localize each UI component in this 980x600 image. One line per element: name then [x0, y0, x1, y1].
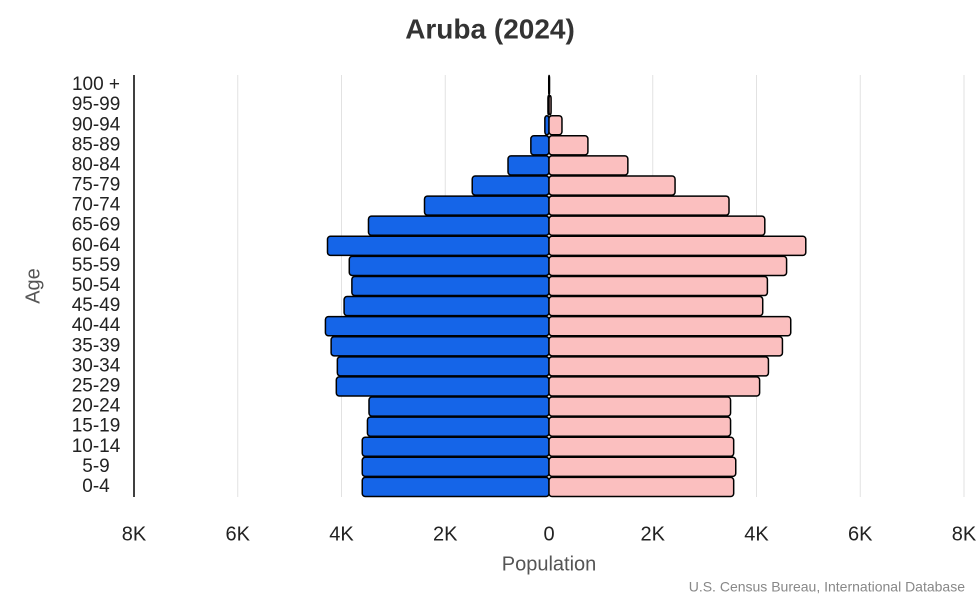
bar	[361, 456, 550, 478]
bar	[507, 155, 550, 176]
bar	[548, 175, 676, 196]
y-tick-label: 65-69	[72, 215, 121, 236]
y-tick-label: 80-84	[72, 154, 121, 175]
x-tick-label: 2K	[641, 523, 666, 545]
x-tick-label: 4K	[744, 523, 769, 545]
y-tick-label: 55-59	[72, 255, 121, 276]
bar	[548, 255, 788, 277]
bar	[548, 94, 552, 116]
bar	[330, 335, 550, 357]
bar	[351, 275, 550, 297]
bar	[548, 335, 784, 357]
bar	[343, 295, 550, 317]
bar	[548, 295, 764, 317]
bar	[548, 396, 732, 417]
bar	[548, 436, 735, 458]
y-tick-label: 60-64	[72, 235, 121, 256]
y-tick-label: 10-14	[72, 436, 121, 457]
bar	[548, 135, 589, 156]
x-tick-label: 2K	[433, 523, 458, 545]
bar	[366, 416, 550, 437]
x-tick-label: 0	[543, 523, 554, 545]
bar	[348, 255, 550, 277]
y-tick-label: 0-4	[82, 476, 110, 497]
y-tick-label: 95-99	[72, 94, 121, 115]
bar	[423, 195, 550, 216]
y-tick-label: 35-39	[72, 335, 121, 356]
x-tick-label: 8K	[122, 523, 147, 545]
bar	[367, 215, 550, 237]
bar	[336, 356, 550, 377]
bar	[548, 356, 770, 377]
bar	[548, 315, 792, 337]
bar	[530, 135, 550, 156]
bar	[471, 175, 550, 196]
x-tick-label: 6K	[848, 523, 873, 545]
bar	[548, 155, 629, 176]
bar	[548, 476, 735, 498]
bar	[548, 456, 737, 478]
y-tick-label: 70-74	[72, 195, 121, 216]
y-tick-label: 85-89	[72, 134, 121, 155]
y-tick-label: 5-9	[82, 456, 109, 477]
y-tick-label: 50-54	[72, 275, 121, 296]
bar	[548, 215, 766, 237]
y-tick-label: 100 +	[72, 74, 120, 95]
y-tick-label: 30-34	[72, 355, 121, 376]
bar	[548, 376, 761, 397]
bar	[361, 436, 550, 458]
bar	[548, 275, 769, 297]
bar	[548, 416, 732, 437]
bar	[326, 235, 550, 257]
bar	[548, 195, 730, 216]
bar	[548, 74, 551, 96]
bar	[324, 315, 550, 337]
x-tick-label: 6K	[226, 523, 251, 545]
y-tick-label: 20-24	[72, 396, 121, 417]
bar	[548, 235, 807, 257]
x-tick-label: 4K	[329, 523, 354, 545]
y-tick-label: 15-19	[72, 416, 121, 437]
y-axis-label: Age	[22, 268, 44, 304]
bar	[548, 114, 563, 136]
y-tick-label: 45-49	[72, 295, 121, 316]
chart-title: Aruba (2024)	[405, 13, 575, 44]
source-note: U.S. Census Bureau, International Databa…	[689, 579, 965, 595]
y-tick-label: 90-94	[72, 114, 121, 135]
x-axis-label: Population	[502, 553, 597, 575]
bar	[361, 476, 550, 498]
x-tick-label: 8K	[952, 523, 977, 545]
y-tick-label: 40-44	[72, 315, 121, 336]
y-tick-label: 75-79	[72, 175, 121, 196]
bar	[368, 396, 550, 417]
bar	[335, 376, 550, 397]
y-tick-label: 25-29	[72, 375, 121, 396]
